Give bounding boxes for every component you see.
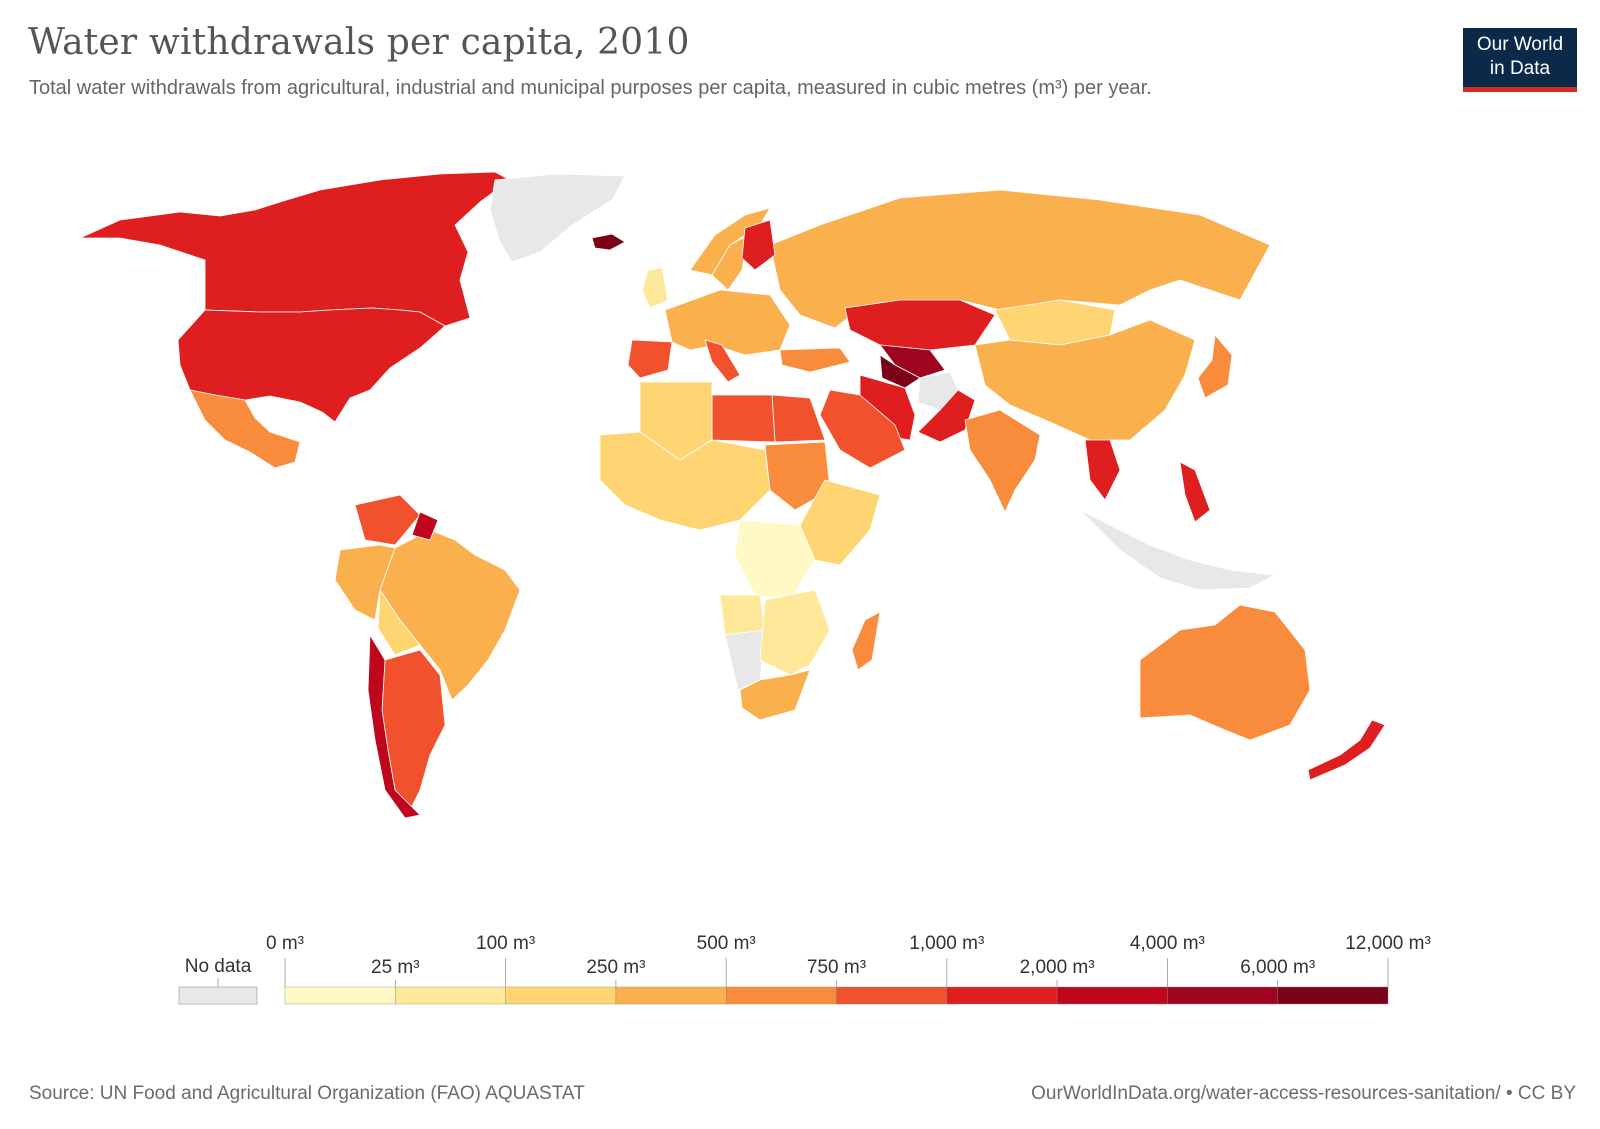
- legend-bin-4[interactable]: [726, 986, 837, 1005]
- region-pakistan[interactable]: [917, 389, 976, 443]
- region-peru[interactable]: [334, 544, 396, 621]
- region-angola[interactable]: [719, 594, 766, 636]
- region-guyana[interactable]: [411, 511, 439, 541]
- legend-ticks: 0 m³ 25 m³ 100 m³ 250 m³ 500 m³ 750 m³ 1,000 m…: [266, 933, 1431, 987]
- region-turkmenistan[interactable]: [879, 354, 921, 389]
- logo-line-1: Our World: [1476, 34, 1564, 55]
- region-spain[interactable]: [627, 339, 673, 379]
- chart-subtitle: Total water withdrawals from agricultura…: [29, 77, 1152, 99]
- source-note: Source: UN Food and Agricultural Organiz…: [29, 1083, 585, 1104]
- region-australia[interactable]: [1139, 604, 1311, 741]
- region-thailand[interactable]: [1084, 439, 1121, 501]
- legend-bin-5[interactable]: [836, 986, 948, 1005]
- legend-tick-label-1: 25 m³: [371, 957, 420, 978]
- region-uzbekistan[interactable]: [879, 344, 946, 379]
- region-indonesia[interactable]: [1079, 509, 1276, 591]
- region-egypt[interactable]: [771, 394, 826, 443]
- region-greenland[interactable]: [489, 173, 626, 263]
- legend-tick-label-8: 4,000 m³: [1130, 933, 1205, 954]
- region-west-africa[interactable]: [599, 431, 771, 531]
- legend-bin-2[interactable]: [505, 986, 617, 1005]
- region-kazakhstan[interactable]: [844, 299, 996, 351]
- region-madagascar[interactable]: [851, 611, 881, 671]
- region-sudan[interactable]: [764, 441, 831, 511]
- legend-tick-label-10: 12,000 m³: [1345, 933, 1431, 954]
- legend-tick-label-9: 6,000 m³: [1240, 957, 1315, 978]
- legend-bin-1[interactable]: [395, 986, 506, 1005]
- region-china[interactable]: [974, 319, 1196, 441]
- legend-bins: [284, 986, 1389, 1005]
- region-canada[interactable]: [79, 171, 511, 327]
- region-turkey[interactable]: [779, 347, 851, 373]
- region-bolivia[interactable]: [377, 589, 421, 656]
- region-dr-congo[interactable]: [734, 519, 816, 601]
- region-south-africa[interactable]: [739, 669, 811, 721]
- legend-bin-9[interactable]: [1277, 986, 1389, 1005]
- legend-bin-6[interactable]: [946, 986, 1058, 1005]
- region-india[interactable]: [964, 409, 1041, 513]
- chart-title: Water withdrawals per capita, 2010: [28, 22, 690, 63]
- legend-tick-label-5: 750 m³: [807, 957, 866, 978]
- region-mexico[interactable]: [189, 389, 301, 469]
- legend-bin-7[interactable]: [1056, 986, 1168, 1005]
- region-venezuela[interactable]: [354, 494, 421, 546]
- source-url[interactable]: OurWorldInData.org/water-access-resource…: [1031, 1083, 1576, 1104]
- region-libya[interactable]: [711, 394, 776, 443]
- legend-tick-label-6: 1,000 m³: [909, 933, 984, 954]
- legend-no-data-swatch[interactable]: [178, 986, 258, 1005]
- legend-tick-label-0: 0 m³: [266, 933, 304, 954]
- legend-bin-3[interactable]: [615, 986, 727, 1005]
- region-united-kingdom[interactable]: [641, 267, 669, 309]
- region-central-europe[interactable]: [664, 289, 791, 356]
- legend-tick-label-4: 500 m³: [697, 933, 756, 954]
- region-italy[interactable]: [704, 339, 741, 383]
- region-saudi-arabia[interactable]: [819, 389, 906, 469]
- region-chile[interactable]: [367, 634, 421, 819]
- world-map: [79, 171, 1386, 819]
- legend-tick-label-2: 100 m³: [476, 933, 535, 954]
- legend-tick-label-7: 2,000 m³: [1020, 957, 1095, 978]
- region-philippines[interactable]: [1179, 461, 1211, 523]
- color-legend: No data 0 m³ 25 m³ 100 m³ 250 m³ 500 m³ 750 m…: [178, 933, 1431, 1005]
- legend-bin-0[interactable]: [284, 986, 396, 1005]
- legend-bin-8[interactable]: [1167, 986, 1278, 1005]
- legend-tick-label-3: 250 m³: [586, 957, 645, 978]
- region-southern-africa[interactable]: [759, 589, 831, 676]
- logo-line-2: in Data: [1489, 58, 1551, 79]
- region-japan[interactable]: [1197, 334, 1233, 399]
- owid-logo[interactable]: Our World in Data: [1463, 28, 1577, 92]
- region-iceland[interactable]: [591, 233, 626, 251]
- legend-no-data-label: No data: [185, 956, 252, 977]
- region-russia[interactable]: [769, 189, 1271, 329]
- region-finland[interactable]: [741, 219, 776, 271]
- region-new-zealand[interactable]: [1307, 719, 1386, 781]
